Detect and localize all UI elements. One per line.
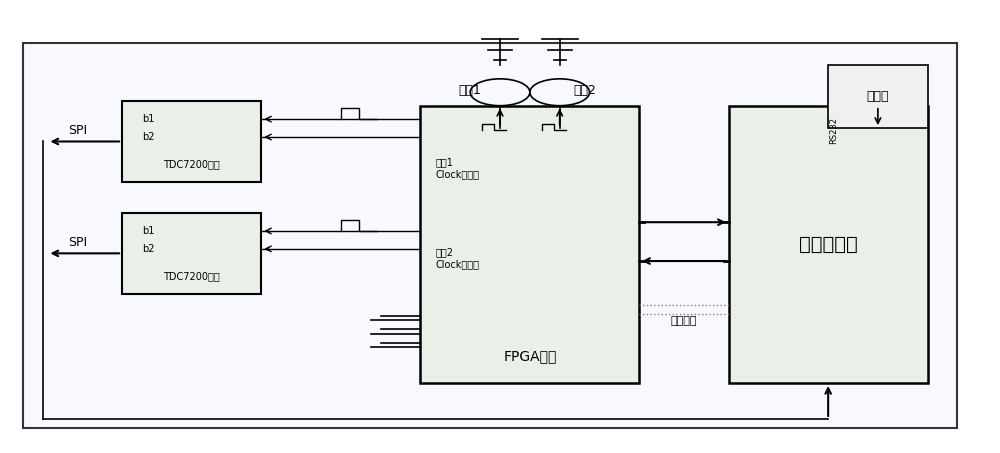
Text: 信号1: 信号1 <box>459 83 482 96</box>
FancyBboxPatch shape <box>122 213 261 294</box>
Text: FPGA模块: FPGA模块 <box>503 349 557 363</box>
Text: b2: b2 <box>142 132 154 142</box>
Text: b2: b2 <box>142 244 154 254</box>
Text: SPI: SPI <box>68 124 87 137</box>
FancyBboxPatch shape <box>828 65 928 128</box>
Text: 上位机: 上位机 <box>867 90 889 103</box>
Text: 信号2: 信号2 <box>573 83 596 96</box>
Text: 信号1
Clock上升沿: 信号1 Clock上升沿 <box>435 158 479 179</box>
Text: b1: b1 <box>142 226 154 236</box>
FancyBboxPatch shape <box>23 43 957 428</box>
Text: SPI: SPI <box>68 236 87 249</box>
FancyBboxPatch shape <box>729 106 928 383</box>
Text: TDC7200模块: TDC7200模块 <box>163 271 220 281</box>
Text: 单片机模块: 单片机模块 <box>799 235 858 254</box>
Text: b1: b1 <box>142 114 154 124</box>
Text: 参数设置: 参数设置 <box>671 316 697 326</box>
Text: TDC7200模块: TDC7200模块 <box>163 159 220 169</box>
FancyBboxPatch shape <box>420 106 639 383</box>
FancyBboxPatch shape <box>122 101 261 182</box>
Text: RS232: RS232 <box>829 117 838 144</box>
Text: 信号2
Clock上升沿: 信号2 Clock上升沿 <box>435 247 479 269</box>
